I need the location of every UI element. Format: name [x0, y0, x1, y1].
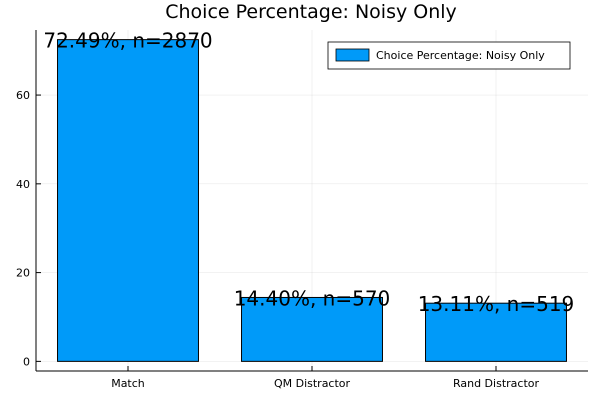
data-labels: 72.49%, n=2870 14.40%, n=570 13.11%, n=519 — [43, 29, 574, 317]
bar-0 — [57, 39, 199, 362]
legend: Choice Percentage: Noisy Only — [327, 41, 571, 70]
legend-swatch — [335, 48, 370, 62]
x-tick-label-1: QM Distractor — [274, 377, 351, 390]
y-tick-label-2: 40 — [16, 178, 30, 191]
x-tick-label-0: Match — [111, 377, 145, 390]
x-tick-label-2: Rand Distractor — [453, 377, 540, 390]
y-tick-label-1: 20 — [16, 267, 30, 280]
y-tick-labels: 0 20 40 60 — [16, 89, 41, 368]
bars — [57, 39, 567, 362]
y-tick-label-0: 0 — [23, 355, 30, 368]
y-tick-label-3: 60 — [16, 89, 30, 102]
data-label-0: 72.49%, n=2870 — [43, 29, 212, 53]
bar-2 — [425, 302, 567, 362]
bar-1 — [241, 296, 383, 362]
legend-label: Choice Percentage: Noisy Only — [376, 49, 545, 62]
data-label-1: 14.40%, n=570 — [234, 286, 391, 310]
chart-title: Choice Percentage: Noisy Only — [165, 1, 457, 23]
x-tick-labels: Match QM Distractor Rand Distractor — [111, 366, 539, 390]
data-label-2: 13.11%, n=519 — [418, 292, 575, 316]
